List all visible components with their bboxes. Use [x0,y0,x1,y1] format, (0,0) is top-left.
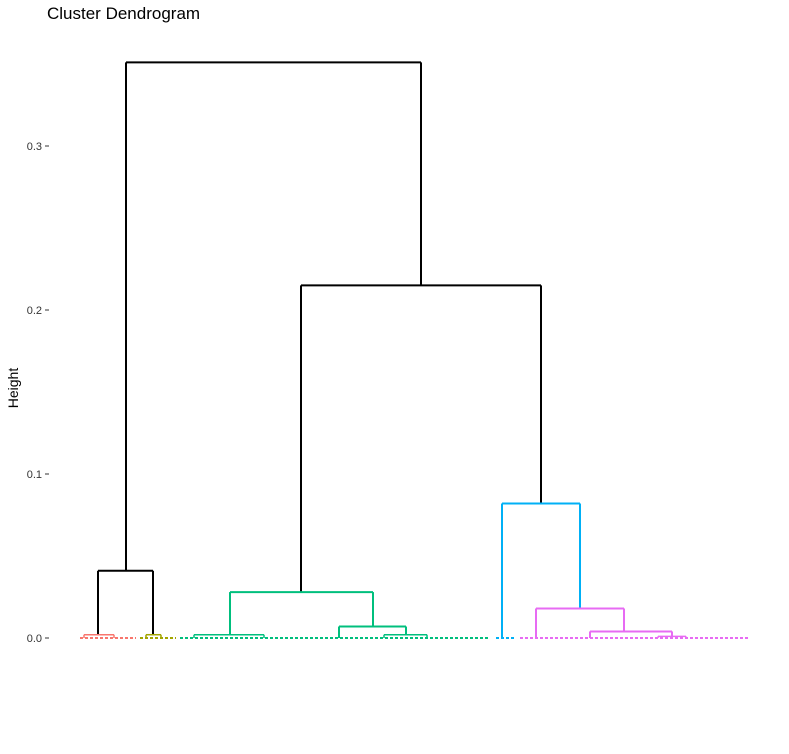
y-axis-title: Height [5,368,21,409]
y-tick-label-1: 0.1 [27,469,42,481]
y-axis: 0.0 0.1 0.2 0.3 [27,141,49,645]
y-tick-label-2: 0.2 [27,305,42,317]
chart-title: Cluster Dendrogram [47,4,201,23]
y-tick-label-0: 0.0 [27,633,42,645]
y-tick-label-3: 0.3 [27,141,42,153]
dendrogram-tree [80,61,748,639]
